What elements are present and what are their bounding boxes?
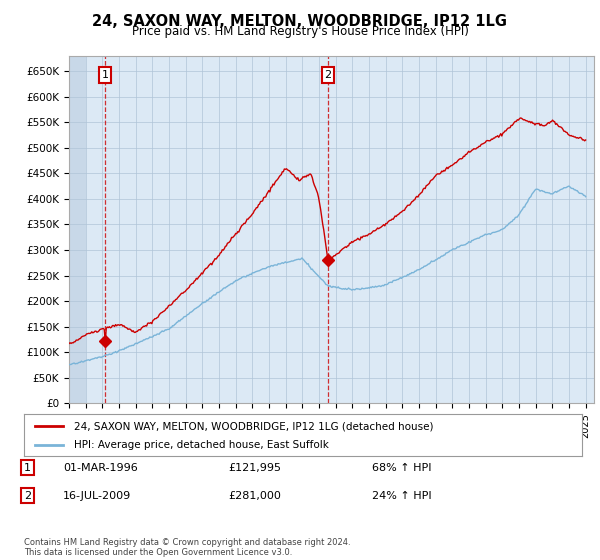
Text: 68% ↑ HPI: 68% ↑ HPI — [372, 463, 431, 473]
Text: 24, SAXON WAY, MELTON, WOODBRIDGE, IP12 1LG (detached house): 24, SAXON WAY, MELTON, WOODBRIDGE, IP12 … — [74, 421, 434, 431]
Text: Contains HM Land Registry data © Crown copyright and database right 2024.
This d: Contains HM Land Registry data © Crown c… — [24, 538, 350, 557]
Text: Price paid vs. HM Land Registry's House Price Index (HPI): Price paid vs. HM Land Registry's House … — [131, 25, 469, 38]
Text: 01-MAR-1996: 01-MAR-1996 — [63, 463, 138, 473]
Text: 1: 1 — [24, 463, 31, 473]
Text: 2: 2 — [325, 70, 332, 80]
Text: 24, SAXON WAY, MELTON, WOODBRIDGE, IP12 1LG: 24, SAXON WAY, MELTON, WOODBRIDGE, IP12 … — [92, 14, 508, 29]
Text: HPI: Average price, detached house, East Suffolk: HPI: Average price, detached house, East… — [74, 440, 329, 450]
Text: 2: 2 — [24, 491, 31, 501]
Text: 16-JUL-2009: 16-JUL-2009 — [63, 491, 131, 501]
Text: 1: 1 — [101, 70, 109, 80]
Text: £281,000: £281,000 — [228, 491, 281, 501]
Text: 24% ↑ HPI: 24% ↑ HPI — [372, 491, 431, 501]
Bar — [69, 56, 86, 403]
Text: £121,995: £121,995 — [228, 463, 281, 473]
